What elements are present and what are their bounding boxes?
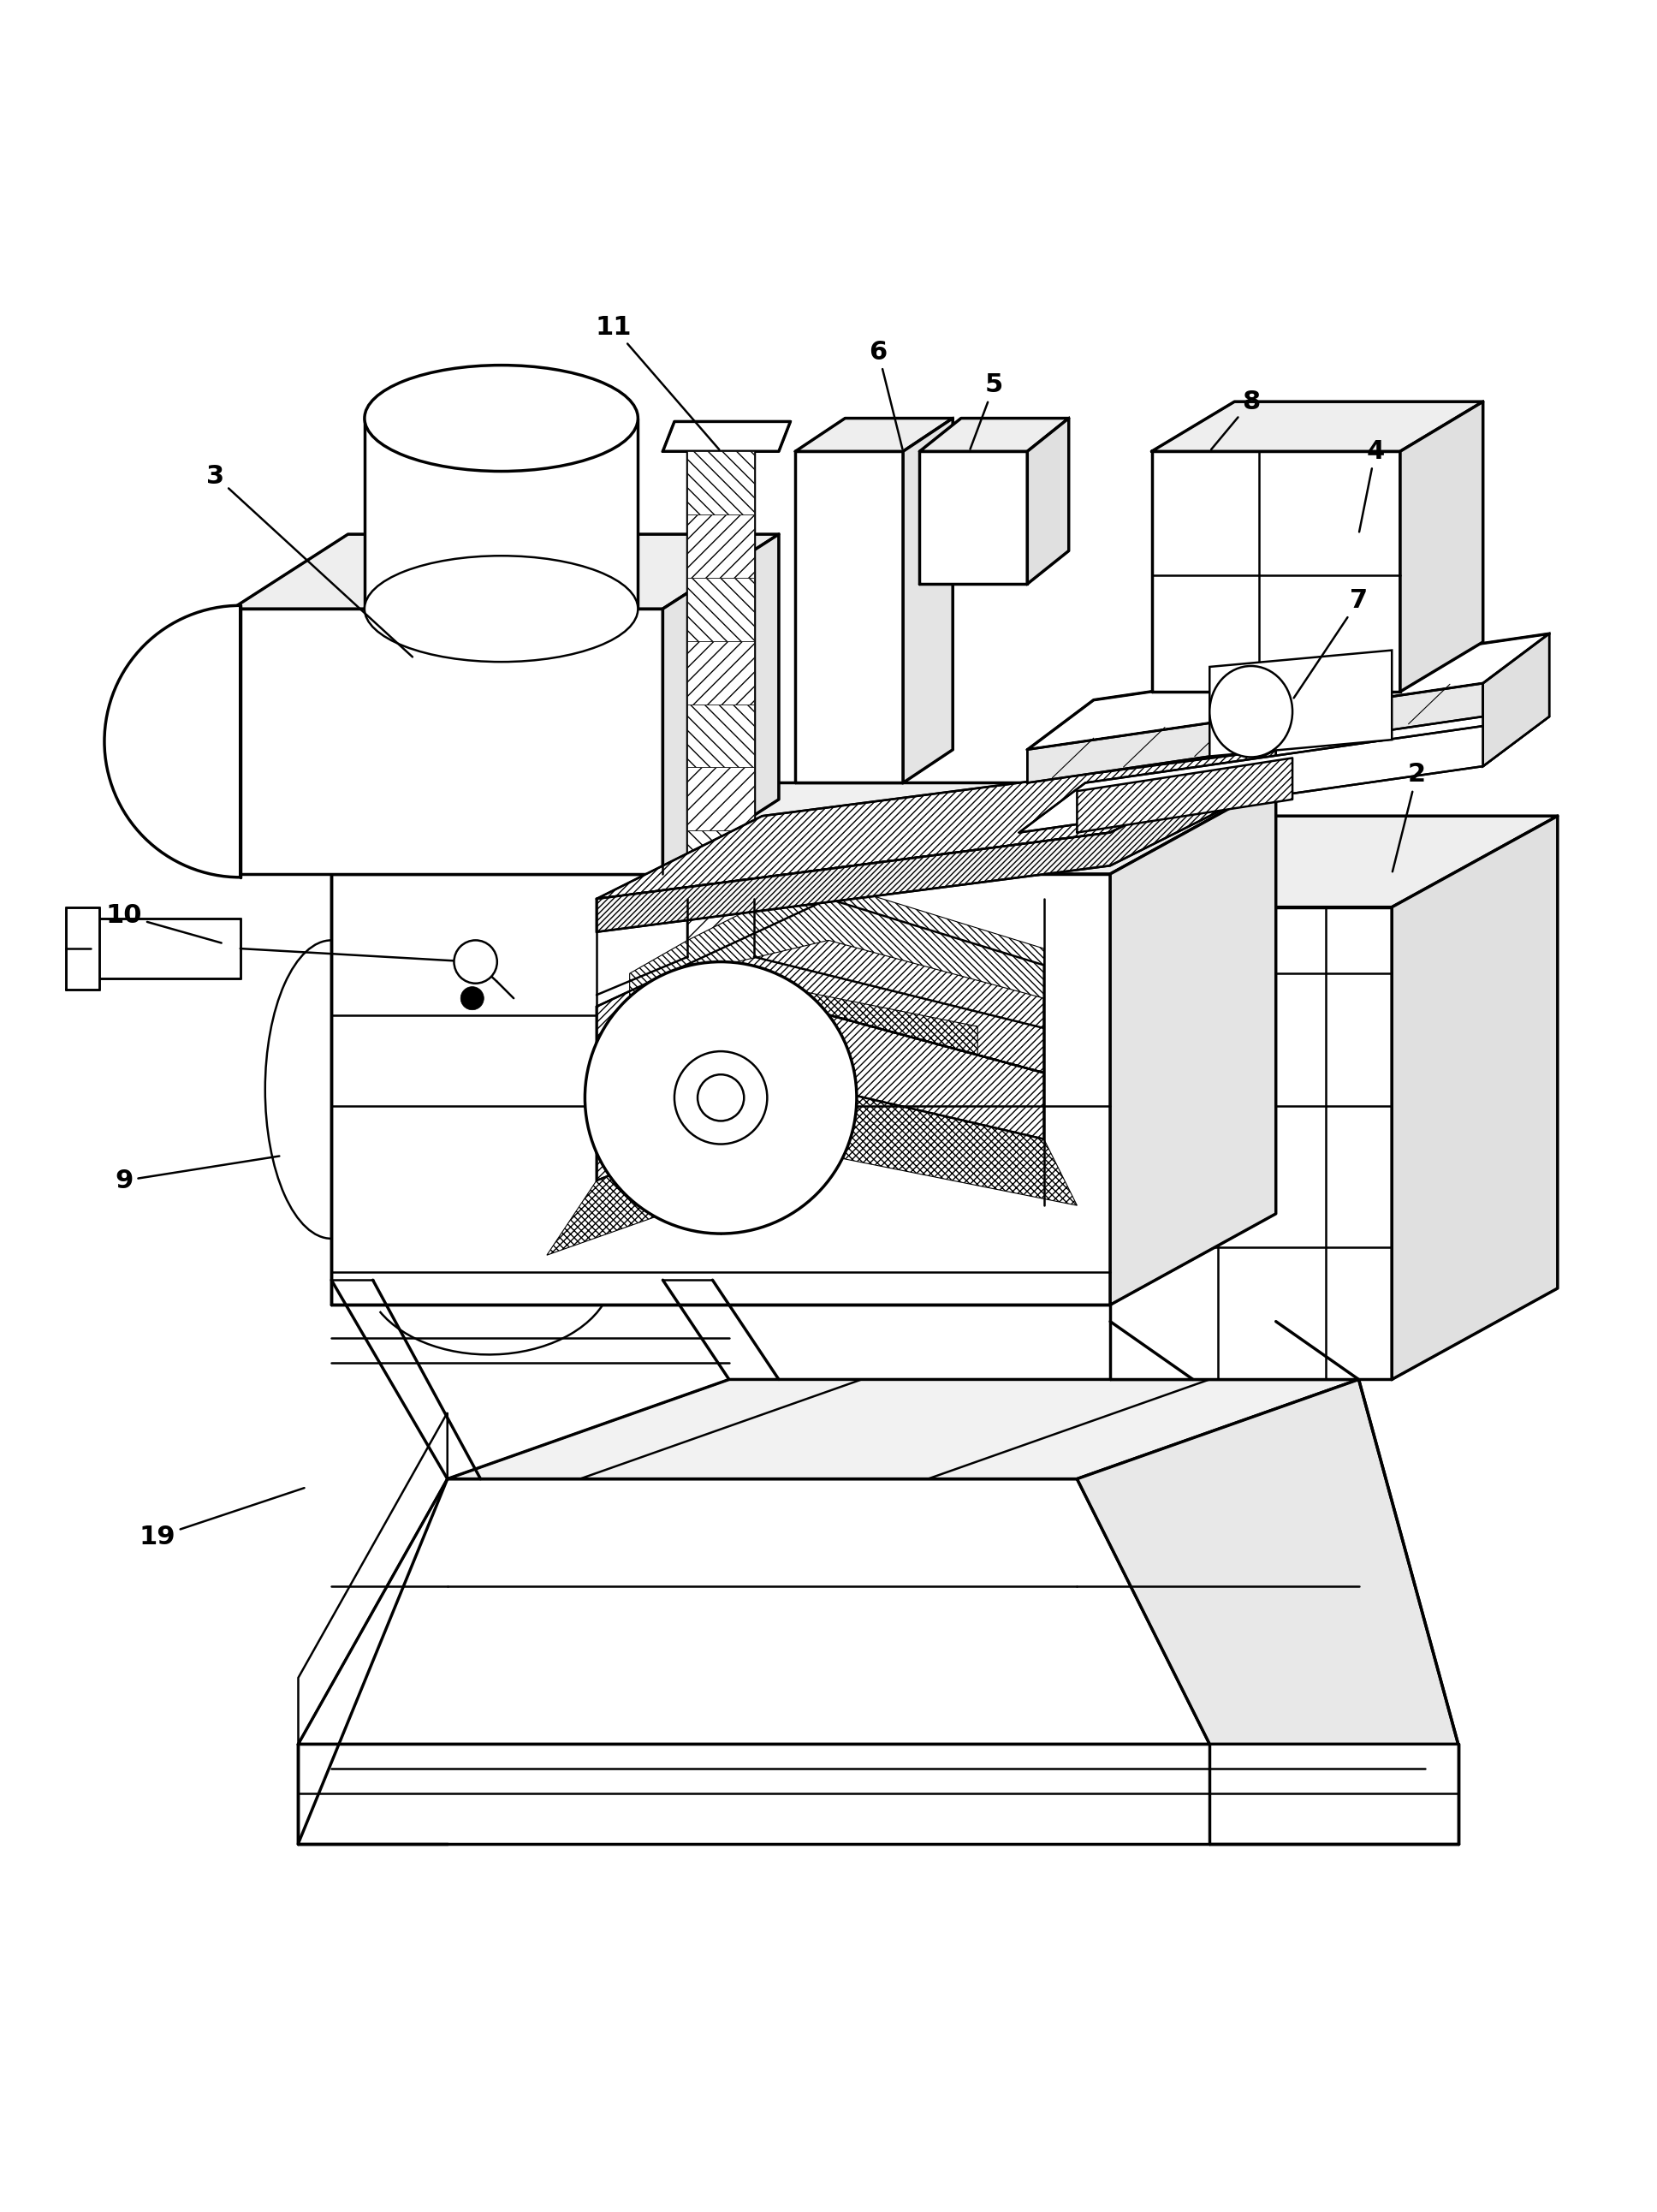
Circle shape — [454, 940, 497, 984]
Polygon shape — [447, 1380, 1359, 1480]
Polygon shape — [630, 982, 978, 1108]
Polygon shape — [1110, 783, 1276, 1305]
Text: 10: 10 — [106, 902, 222, 942]
Polygon shape — [91, 918, 240, 978]
Circle shape — [698, 1075, 744, 1121]
Polygon shape — [688, 703, 754, 768]
Polygon shape — [365, 418, 638, 608]
Polygon shape — [795, 451, 903, 783]
Polygon shape — [232, 535, 779, 608]
Polygon shape — [663, 422, 790, 451]
Polygon shape — [903, 418, 953, 783]
Polygon shape — [630, 883, 1044, 1006]
Polygon shape — [688, 830, 754, 894]
Polygon shape — [920, 451, 1027, 584]
Text: 4: 4 — [1359, 438, 1384, 531]
Polygon shape — [1077, 759, 1292, 832]
Polygon shape — [331, 783, 1276, 874]
Polygon shape — [232, 608, 663, 874]
Polygon shape — [1152, 451, 1400, 692]
Polygon shape — [1400, 403, 1483, 692]
Ellipse shape — [365, 365, 638, 471]
Polygon shape — [1392, 816, 1558, 1380]
Text: 9: 9 — [114, 1157, 280, 1192]
Polygon shape — [688, 451, 754, 958]
Polygon shape — [688, 641, 754, 703]
Polygon shape — [1210, 650, 1392, 757]
Text: 5: 5 — [971, 372, 1002, 449]
Ellipse shape — [1210, 666, 1292, 757]
Ellipse shape — [365, 555, 638, 661]
Polygon shape — [1483, 633, 1549, 765]
Text: 11: 11 — [595, 314, 719, 449]
Polygon shape — [688, 577, 754, 641]
Polygon shape — [298, 1413, 447, 1743]
Polygon shape — [1027, 633, 1549, 750]
Polygon shape — [795, 418, 953, 451]
Polygon shape — [331, 874, 1110, 1305]
Polygon shape — [1027, 684, 1483, 783]
Polygon shape — [1019, 717, 1549, 832]
Polygon shape — [1110, 907, 1392, 1380]
Circle shape — [674, 1051, 767, 1144]
Polygon shape — [688, 894, 754, 958]
Text: 3: 3 — [207, 465, 413, 657]
Polygon shape — [597, 1015, 1044, 1181]
Polygon shape — [597, 750, 1276, 931]
Polygon shape — [597, 750, 1276, 898]
Polygon shape — [688, 515, 754, 577]
Circle shape — [585, 962, 857, 1234]
Polygon shape — [66, 907, 99, 991]
Polygon shape — [547, 1091, 1077, 1254]
Polygon shape — [1110, 816, 1558, 907]
Polygon shape — [920, 418, 1069, 451]
Polygon shape — [688, 768, 754, 830]
Text: 6: 6 — [870, 338, 903, 449]
Polygon shape — [597, 898, 1044, 1115]
Polygon shape — [1027, 418, 1069, 584]
Text: 19: 19 — [139, 1489, 305, 1548]
Polygon shape — [1077, 1380, 1458, 1743]
Text: 8: 8 — [1211, 389, 1259, 449]
Circle shape — [461, 987, 484, 1011]
Polygon shape — [1152, 403, 1483, 451]
Text: 7: 7 — [1294, 588, 1367, 699]
Text: 2: 2 — [1392, 763, 1425, 872]
Polygon shape — [663, 535, 779, 874]
Polygon shape — [688, 451, 754, 515]
Wedge shape — [104, 606, 240, 878]
Polygon shape — [298, 1480, 1210, 1743]
